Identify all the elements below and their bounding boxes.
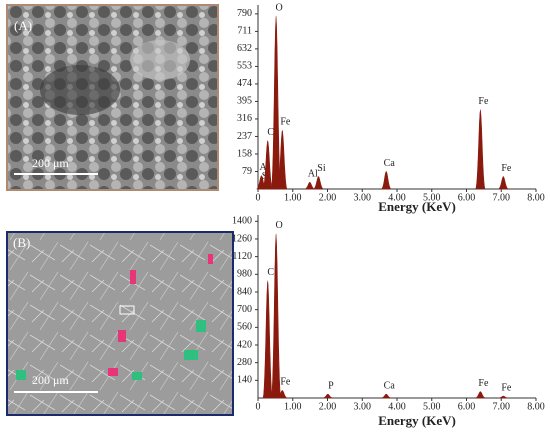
x-tick-label: 5.00	[423, 401, 441, 412]
peak	[475, 391, 486, 399]
x-tick-label: 1.00	[284, 401, 302, 412]
x-axis-label: Energy (KeV)	[378, 413, 456, 428]
peak	[498, 395, 509, 399]
peak	[277, 129, 288, 190]
peak-label: Fe	[501, 382, 512, 393]
scale-bar-label: 200 μm	[32, 156, 69, 170]
peak-label: Fe	[501, 163, 512, 174]
x-tick-label: 2.00	[319, 192, 337, 203]
x-tick-label: 7.00	[493, 192, 511, 203]
y-tick-label: 79	[242, 166, 252, 177]
x-tick-label: 1.00	[284, 192, 302, 203]
y-tick-label: 420	[237, 339, 252, 350]
y-tick-label: 316	[237, 113, 252, 124]
peak	[322, 393, 333, 399]
y-tick-label: 700	[237, 304, 252, 315]
y-tick-label: 711	[237, 26, 252, 37]
y-tick-label: 553	[237, 61, 252, 72]
peak-label: Si	[317, 163, 326, 174]
peak	[313, 176, 324, 190]
x-tick-label: 4.00	[388, 401, 406, 412]
y-tick-label: 158	[237, 148, 252, 159]
y-tick-label: 1120	[232, 251, 252, 262]
peak	[277, 390, 288, 399]
y-tick-label: 560	[237, 322, 252, 333]
y-tick-label: 395	[237, 96, 252, 107]
peak	[270, 233, 282, 399]
sem-image-b: (B) 200 μm	[6, 231, 234, 416]
x-tick-label: 8.00	[527, 401, 545, 412]
peak-label: Al	[259, 162, 269, 173]
peak-label: Fe	[478, 96, 489, 107]
sem-image-a: (A) 200 μm	[6, 4, 219, 191]
panel-label: (B)	[13, 235, 30, 250]
peak	[498, 176, 509, 190]
peak-label: O	[275, 220, 282, 231]
peak-label: Fe	[280, 377, 291, 388]
y-tick-label: 632	[237, 43, 252, 54]
x-tick-label: 5.00	[423, 192, 441, 203]
x-tick-label: 0	[256, 192, 261, 203]
y-tick-label: 1260	[232, 233, 252, 244]
x-tick-label: 3.00	[354, 401, 372, 412]
y-tick-label: 840	[237, 286, 252, 297]
y-tick-label: 790	[237, 8, 252, 19]
y-tick-label: 1400	[232, 216, 252, 227]
peak	[475, 109, 486, 190]
peak-label: Ca	[384, 158, 396, 169]
peak	[381, 171, 392, 190]
peak	[262, 280, 274, 399]
y-tick-label: 280	[237, 357, 252, 368]
y-tick-label: 140	[237, 375, 252, 386]
scale-bar-label: 200 μm	[32, 373, 69, 387]
peak	[304, 182, 315, 190]
x-tick-label: 6.00	[458, 192, 476, 203]
x-tick-label: 4.00	[388, 192, 406, 203]
peak-label: Al	[308, 169, 318, 180]
peak-label: Ca	[384, 381, 396, 392]
x-tick-label: 7.00	[493, 401, 511, 412]
x-axis-label: Energy (KeV)	[378, 199, 456, 214]
peak	[381, 393, 392, 399]
x-tick-label: 6.00	[458, 401, 476, 412]
peak-label: Fe	[478, 378, 489, 389]
peak-label: O	[275, 2, 282, 13]
x-tick-label: 0	[256, 401, 261, 412]
y-tick-label: 474	[237, 78, 252, 89]
y-tick-label: 980	[237, 269, 252, 280]
x-tick-label: 2.00	[319, 401, 337, 412]
peak-label: P	[328, 381, 334, 392]
x-tick-label: 8.00	[527, 192, 545, 203]
peak	[262, 140, 274, 190]
peak-label: Fe	[280, 117, 291, 128]
x-tick-label: 3.00	[354, 192, 372, 203]
y-tick-label: 237	[237, 131, 252, 142]
panel-label: (A)	[14, 18, 32, 33]
peak-label: C	[267, 127, 274, 138]
peak	[270, 15, 282, 190]
peak-label: C	[267, 267, 274, 278]
